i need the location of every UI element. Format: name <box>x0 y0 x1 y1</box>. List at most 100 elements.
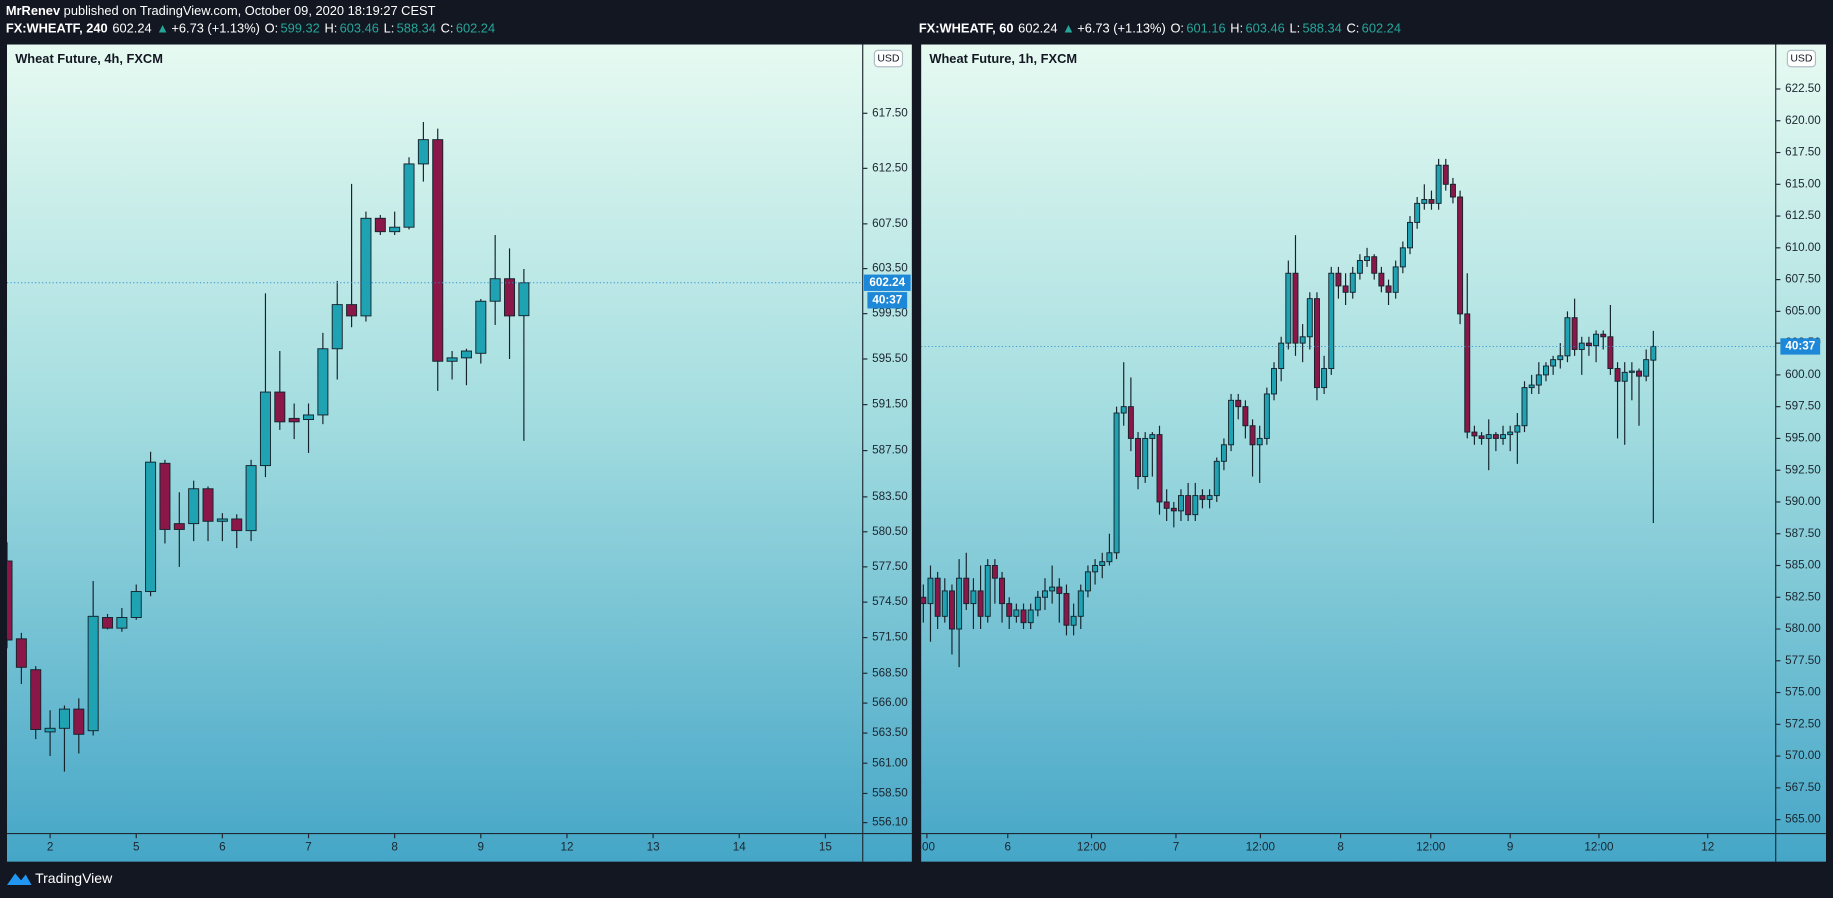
publish-text: published on TradingView.com, October 09… <box>64 3 436 18</box>
candle-body <box>475 300 487 354</box>
candle-body <box>1113 412 1120 554</box>
candle-body <box>116 617 128 629</box>
price-label: 602.24 <box>869 276 905 289</box>
candle-body <box>1163 501 1170 509</box>
candle-body <box>1435 164 1442 204</box>
info-segment: 602.24 <box>1018 21 1057 36</box>
currency: USD <box>1790 52 1813 64</box>
candle-body <box>460 350 472 359</box>
y-tick-label: 585.00 <box>1785 559 1821 572</box>
candle-body <box>1313 298 1320 389</box>
candle-body <box>1471 431 1478 437</box>
y-tick-label: 590.00 <box>1785 495 1821 508</box>
candle-body <box>331 304 343 350</box>
countdown: 40:37 <box>1785 340 1815 353</box>
candle-body <box>1285 272 1292 344</box>
candle-body <box>1178 495 1184 512</box>
y-tick-label: 583.50 <box>872 490 908 503</box>
y-tick-label: 617.50 <box>1785 146 1821 159</box>
candle-body <box>1099 561 1106 566</box>
author: MrRenev <box>6 3 61 18</box>
candle-body <box>1385 285 1392 293</box>
candle-body <box>921 596 927 605</box>
candle-body <box>963 577 970 605</box>
candle-body <box>1206 495 1213 500</box>
x-tick-label: 7 <box>305 841 312 854</box>
candle-body <box>1593 333 1600 347</box>
info-segment: 603.46 <box>340 21 379 36</box>
info-segment: 588.34 <box>397 21 436 36</box>
candle-body <box>1636 370 1642 377</box>
candle-body <box>274 391 286 423</box>
candle-body <box>1643 359 1650 377</box>
info-segment: H: <box>1230 21 1243 36</box>
info-segment: 602.24 <box>456 21 495 36</box>
candle-body <box>927 577 934 605</box>
candle-body <box>1199 495 1206 500</box>
candle-body <box>1006 603 1013 617</box>
y-tick-label: 610.00 <box>1785 241 1821 254</box>
candle-body <box>259 391 271 467</box>
chart-title: Wheat Future, 1h, FXCM <box>929 51 1077 66</box>
y-tick-label: 595.00 <box>1785 432 1821 445</box>
y-tick-label: 574.50 <box>872 595 908 608</box>
candle-body <box>1142 437 1149 478</box>
candle-body <box>44 727 56 733</box>
candle-body <box>1535 374 1542 386</box>
candle-body <box>1328 272 1335 370</box>
x-tick-label: 9 <box>478 841 485 854</box>
y-tick-label: 563.50 <box>872 726 908 739</box>
info-segment: O: <box>265 21 279 36</box>
candle-body <box>1356 260 1363 274</box>
y-tick-label: 572.50 <box>1785 717 1821 730</box>
candle-body <box>1399 247 1406 268</box>
x-tick-label: 12 <box>1701 841 1714 854</box>
y-tick-label: 587.50 <box>1785 527 1821 540</box>
candle-body <box>1378 272 1385 287</box>
candle-body <box>1263 393 1270 439</box>
candle-body <box>1070 615 1077 626</box>
candle-body <box>970 590 977 605</box>
x-tick-label: 5 <box>133 841 140 854</box>
candle-body <box>1442 164 1449 185</box>
candle-body <box>1242 406 1249 427</box>
candle-body <box>1414 202 1421 223</box>
x-tick-label: 6 <box>1005 841 1012 854</box>
candle-body <box>87 615 99 732</box>
candle-body <box>984 565 991 617</box>
y-tick-label: 580.00 <box>1785 622 1821 635</box>
info-segment: L: <box>1289 21 1300 36</box>
y-tick-label: 617.50 <box>872 106 908 119</box>
y-tick-label: 577.50 <box>1785 654 1821 667</box>
countdown-box <box>867 292 908 309</box>
candle-body <box>403 163 415 228</box>
info-segment: 602.24 <box>112 21 151 36</box>
candle-body <box>1428 199 1435 204</box>
currency-box <box>1786 49 1817 68</box>
candle-body <box>1185 495 1192 516</box>
y-tick-label: 558.50 <box>872 787 908 800</box>
candle-body <box>1571 317 1578 350</box>
y-tick-label: 591.50 <box>872 398 908 411</box>
candle-body <box>173 523 185 530</box>
y-tick-label: 571.50 <box>872 631 908 644</box>
candle-body <box>1292 272 1299 344</box>
candle-body <box>1192 495 1199 516</box>
candle-body <box>7 560 13 641</box>
y-tick-label: 565.00 <box>1785 813 1821 826</box>
candle-body <box>1120 406 1127 414</box>
left-pane <box>7 44 912 862</box>
candle-body <box>991 565 998 579</box>
candle-body <box>145 461 157 593</box>
candle-body <box>1135 437 1142 478</box>
y-tick-label: 582.50 <box>1785 590 1821 603</box>
info-segment: ▲ <box>156 21 169 36</box>
y-tick-label: 599.50 <box>872 307 908 320</box>
candle-body <box>1478 435 1485 439</box>
candle-body <box>1621 371 1628 382</box>
y-tick-label: 607.50 <box>1785 273 1821 286</box>
logo <box>7 873 32 886</box>
x-tick-label: 13 <box>647 841 660 854</box>
candle-body <box>245 465 257 532</box>
y-tick-label: 556.10 <box>872 816 908 829</box>
